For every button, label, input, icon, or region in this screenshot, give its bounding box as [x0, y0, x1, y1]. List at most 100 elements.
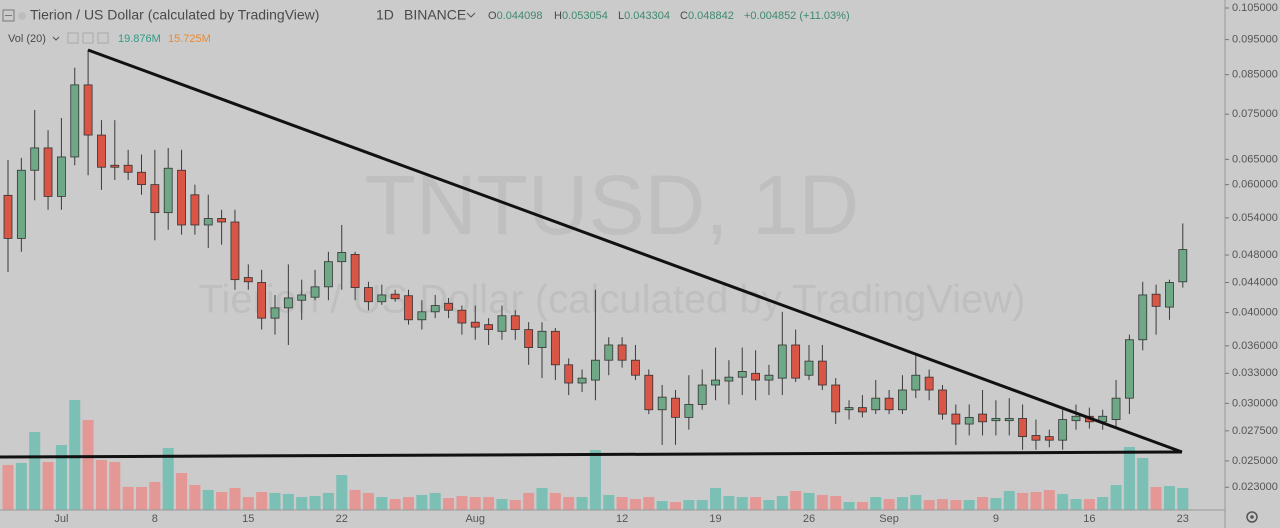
candle-body: [70, 84, 80, 158]
y-tick-label: 0.023000: [1232, 481, 1278, 493]
y-tick-label: 0.060000: [1232, 179, 1278, 191]
symbol-title[interactable]: Tierion / US Dollar (calculated by Tradi…: [30, 7, 319, 23]
candle-body: [404, 295, 413, 321]
volume-bar: [523, 492, 535, 510]
candle-body: [537, 330, 547, 349]
volume-bar: [1017, 492, 1029, 510]
dropdown-icon[interactable]: [466, 12, 476, 18]
volume-settings[interactable]: [82, 32, 94, 44]
volume-bar: [496, 499, 508, 510]
y-tick-label: 0.054000: [1232, 212, 1278, 224]
volume-bar: [109, 461, 121, 510]
volume-bar: [1003, 490, 1015, 510]
candle-body: [564, 364, 574, 384]
candle-body: [430, 305, 440, 313]
candle-body: [510, 315, 520, 331]
watermark: TNTUSD, 1D Tierion / US Dollar (calculat…: [198, 158, 1025, 321]
x-tick-label: Aug: [465, 513, 485, 525]
volume-remove[interactable]: [97, 32, 109, 44]
y-tick-label: 0.044000: [1232, 276, 1278, 288]
candle-body: [323, 261, 333, 288]
settings-button[interactable]: [1246, 511, 1258, 523]
volume-bar: [403, 497, 414, 510]
volume-pane: [2, 400, 1189, 510]
volume-bar: [309, 496, 321, 510]
y-tick-label: 0.105000: [1232, 2, 1278, 14]
support-line[interactable]: [0, 450, 1183, 459]
x-tick-label: 19: [709, 513, 721, 525]
volume-bar: [1057, 493, 1069, 510]
volume-bar: [750, 497, 762, 510]
volume-bar: [589, 450, 601, 510]
candle-body: [684, 404, 694, 418]
candle-body: [1111, 397, 1121, 420]
watermark-title: Tierion / US Dollar (calculated by Tradi…: [198, 278, 1025, 322]
candle-body: [697, 384, 707, 405]
volume-dropdown[interactable]: [52, 36, 60, 41]
candle-body: [777, 344, 787, 379]
y-tick-label: 0.095000: [1232, 34, 1278, 46]
candles-pane: [3, 50, 1188, 450]
candle-body: [97, 134, 106, 168]
candle-body: [737, 371, 747, 378]
high-value: 0.053054: [562, 10, 608, 22]
x-tick-label: 12: [616, 513, 628, 525]
candle-body: [123, 164, 133, 173]
volume-bar: [763, 500, 775, 510]
x-tick-label: 26: [803, 513, 815, 525]
volume-bar: [536, 487, 548, 510]
volume-bar: [416, 494, 428, 510]
gear-icon[interactable]: [1246, 511, 1258, 523]
candle-body: [457, 309, 467, 324]
volume-bar: [830, 496, 842, 510]
candle-body: [1178, 249, 1188, 283]
candle-body: [577, 377, 587, 384]
volume-bar: [1083, 499, 1095, 510]
candle-body: [257, 282, 267, 319]
volume-bar: [322, 492, 334, 510]
candle-body: [283, 297, 293, 309]
y-tick-label: 0.025000: [1232, 455, 1278, 467]
volume-bar: [242, 497, 254, 510]
trend-line[interactable]: [87, 48, 1183, 454]
volume-bar: [603, 494, 615, 510]
volume-bar: [256, 491, 268, 510]
volume-bar: [69, 400, 81, 510]
candle-body: [1125, 339, 1134, 399]
exchange[interactable]: BINANCE: [404, 7, 466, 23]
collapse-button[interactable]: [2, 9, 15, 22]
volume-bar: [82, 420, 94, 510]
volume-bar: [549, 492, 561, 510]
volume-bar: [950, 500, 962, 510]
volume-bar: [349, 489, 361, 510]
volume-bar: [443, 498, 455, 510]
volume-label[interactable]: Vol (20): [8, 33, 46, 45]
price-axis[interactable]: [1225, 0, 1280, 528]
x-tick-label: 15: [242, 513, 254, 525]
volume-visibility[interactable]: [67, 32, 79, 44]
interval[interactable]: 1D: [376, 7, 394, 23]
candle-body: [978, 413, 987, 423]
volume-bar: [670, 502, 681, 510]
candle-body: [417, 311, 427, 321]
ohlc-values: O0.044098 H0.053054 L0.043304 C0.048842 …: [488, 10, 850, 22]
volume-bar: [870, 497, 882, 510]
x-tick-label: 22: [336, 513, 348, 525]
volume-bar: [643, 497, 655, 510]
volume-bar: [122, 486, 134, 510]
volume-bar: [362, 492, 374, 510]
x-tick-label: 8: [152, 513, 158, 525]
volume-bar: [710, 487, 722, 510]
candle-body: [163, 167, 173, 214]
candle-body: [30, 147, 40, 171]
volume-bar: [336, 475, 348, 510]
volume-bar: [136, 486, 147, 510]
volume-bar: [483, 497, 495, 510]
volume-bar: [202, 489, 214, 510]
volume-bar: [29, 431, 41, 510]
symbol-icon: [18, 12, 26, 20]
candle-body: [1071, 415, 1081, 422]
volume-bar: [15, 462, 27, 510]
candle-body: [858, 407, 867, 413]
